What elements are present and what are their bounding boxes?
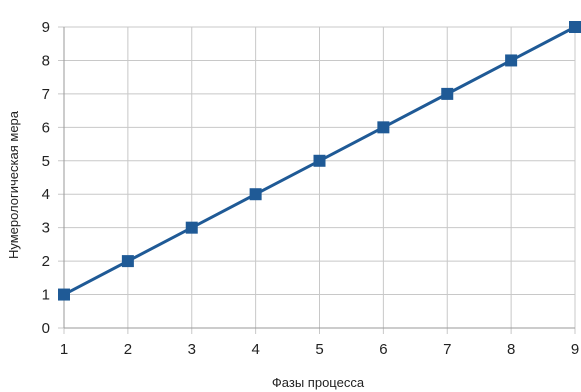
x-tick-label: 8 xyxy=(507,341,515,358)
axes xyxy=(63,27,575,329)
grid-lines xyxy=(58,26,576,334)
data-point-marker xyxy=(377,121,390,134)
y-axis-title: Нумерологическая мера xyxy=(6,110,21,259)
x-axis-title: Фазы процесса xyxy=(272,375,365,390)
x-tick-label: 1 xyxy=(60,341,68,358)
x-tick-label: 6 xyxy=(379,341,387,358)
y-tick-label: 2 xyxy=(42,253,50,270)
x-tick-label: 4 xyxy=(251,341,259,358)
data-point-marker xyxy=(185,221,198,234)
y-tick-label: 6 xyxy=(42,119,50,136)
data-point-marker xyxy=(249,188,262,201)
y-tick-label: 0 xyxy=(42,320,50,337)
x-tick-label: 2 xyxy=(124,341,132,358)
data-point-marker xyxy=(121,255,134,268)
y-tick-label: 7 xyxy=(42,86,50,103)
y-tick-label: 5 xyxy=(42,153,50,170)
data-point-marker xyxy=(58,288,70,301)
y-tick-label: 3 xyxy=(42,220,50,237)
x-tick-labels: 1 2 3 4 5 6 7 8 9 xyxy=(60,341,579,358)
data-point-marker xyxy=(569,21,581,33)
x-tick-label: 9 xyxy=(571,341,579,358)
data-point-marker xyxy=(313,154,326,167)
x-tick-label: 3 xyxy=(188,341,196,358)
x-tick-label: 5 xyxy=(315,341,323,358)
y-tick-label: 4 xyxy=(42,186,50,203)
data-point-marker xyxy=(441,87,454,100)
y-tick-label: 1 xyxy=(42,287,50,304)
series xyxy=(58,21,581,301)
y-tick-label: 9 xyxy=(42,19,50,36)
data-point-marker xyxy=(505,54,518,67)
x-tick-label: 7 xyxy=(443,341,451,358)
y-tick-labels: 0 1 2 3 4 5 6 7 8 9 xyxy=(42,19,50,337)
y-tick-label: 8 xyxy=(42,52,50,69)
